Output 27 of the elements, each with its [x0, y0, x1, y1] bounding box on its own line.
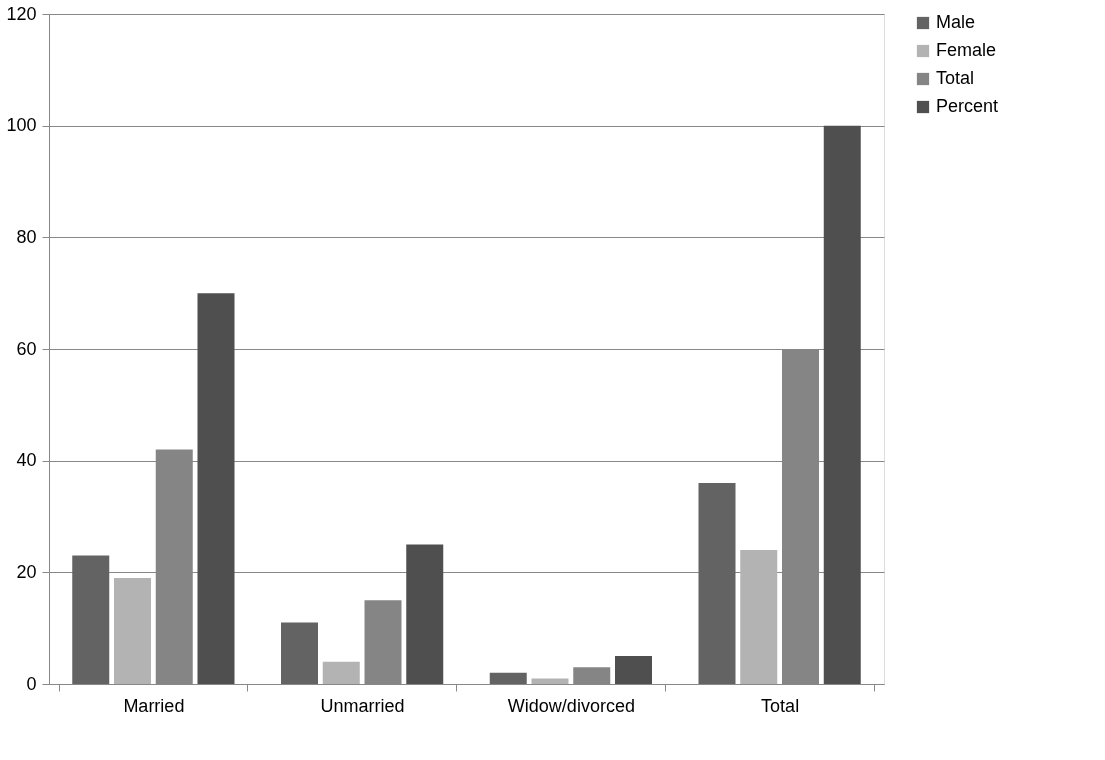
bar — [406, 544, 444, 684]
bar — [281, 622, 318, 684]
legend-label: Percent — [936, 96, 999, 116]
bar — [114, 577, 151, 684]
y-tick-label: 120 — [6, 3, 37, 24]
bar — [823, 125, 861, 684]
legend-label: Female — [936, 40, 997, 60]
bar — [740, 550, 778, 684]
bar — [322, 661, 360, 684]
legend-label: Male — [936, 12, 976, 32]
y-tick-label: 80 — [16, 226, 37, 247]
y-tick-label: 40 — [16, 450, 37, 471]
bar — [615, 656, 652, 684]
y-tick-label: 0 — [26, 673, 37, 694]
bar — [531, 678, 569, 684]
legend-label: Total — [936, 68, 975, 88]
x-tick-label: Total — [761, 695, 800, 716]
x-tick-label: Unmarried — [320, 695, 405, 716]
y-tick-label: 100 — [6, 115, 37, 136]
bar — [698, 483, 736, 684]
bar — [197, 293, 235, 684]
y-tick-label: 20 — [16, 561, 37, 582]
y-tick-label: 60 — [16, 338, 37, 359]
bar — [72, 555, 110, 684]
bar — [489, 672, 527, 684]
x-tick-label: Married — [123, 695, 185, 716]
x-tick-label: Widow/divorced — [507, 695, 635, 716]
